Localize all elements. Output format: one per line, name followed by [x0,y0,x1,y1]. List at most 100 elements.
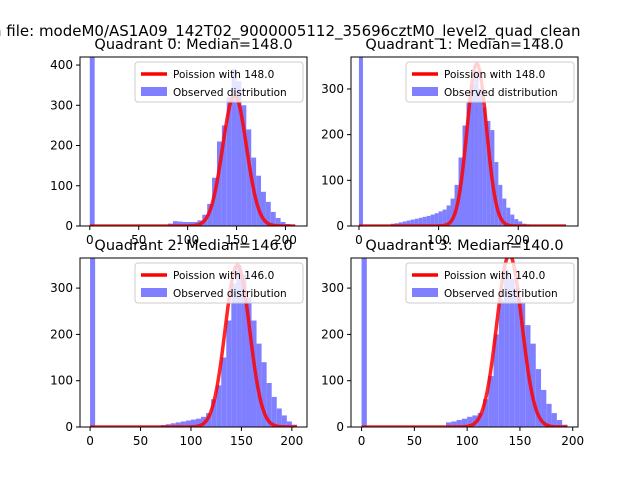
hist-bar [246,297,252,427]
axes-frame [79,56,308,227]
y-tick-label: 200 [321,128,344,142]
legend-bar-swatch [141,87,167,96]
hist-bar [434,213,439,226]
hist-bar [477,413,483,427]
legend-box [134,262,304,304]
y-tick-label: 100 [50,374,73,388]
y-tick-label: 300 [321,82,344,96]
y-tick-label: 100 [321,374,344,388]
hist-bar [286,421,292,427]
hist-bar [456,420,462,427]
hist-bar [451,421,457,427]
hist-bar [541,389,547,427]
x-tick-label: 0 [86,434,94,448]
hist-bar [271,396,277,427]
hist-bar [418,217,423,226]
subplot-quadrant-1: 0 100 200 0 100 200 300 Quadrant 1: Median=148.… [321,37,579,247]
x-tick-label: 100 [176,233,199,247]
x-tick-label: 0 [355,233,363,247]
x-tick-label: 200 [274,233,297,247]
hist-bar [241,274,247,427]
hist-bar [172,221,178,226]
hist-bar [430,214,435,226]
legend-bar-label: Observed distribution [444,87,558,99]
hist-bar [493,334,499,427]
hist-bar [514,288,520,427]
legend-bar-swatch [412,87,438,96]
hist-bar [261,362,267,427]
hist-bar [221,125,227,226]
hist-bar [510,214,515,226]
hist-bar [231,69,237,226]
hist-bar [276,408,282,427]
hist-bar [488,376,494,427]
hist-bar [446,422,452,427]
hist-bar [175,422,181,427]
hist-bar [177,221,183,226]
hist-bar [256,175,262,226]
y-tick-label: 0 [65,219,73,233]
hist-bar [498,184,503,226]
legend-bar-label: Observed distribution [173,288,287,300]
legend-line-label: Poission with 146.0 [173,270,274,282]
x-tick-label: 150 [230,434,253,448]
hist-bar [502,198,507,226]
hist-bar [216,385,222,427]
x-tick-label: 50 [131,233,146,247]
subplot-quadrant-2: 0 50 100 150 200 0 100 200 300 Quadrant 2: Median… [50,238,308,448]
hist-bar [438,211,443,226]
y-tick-label: 200 [50,327,73,341]
legend: Poission with 140.0 Observed distribution [405,262,575,304]
hist-bar [246,129,252,226]
x-tick-label: 50 [407,434,422,448]
hist-bar [231,283,237,427]
hist-bar [474,70,479,226]
y-tick-label: 0 [65,420,73,434]
hist-bar [450,198,455,226]
hist-bar [551,413,557,427]
hist-bar [466,102,471,226]
plot-area [358,57,568,226]
y-tick-label: 0 [336,219,344,233]
legend: Poission with 148.0 Observed distribution [134,61,304,103]
hist-bar [462,125,467,226]
legend: Poission with 146.0 Observed distribution [134,262,304,304]
legend-line-label: Poission with 148.0 [173,69,274,81]
hist-bar [494,162,499,226]
subplot-quadrant-3: 0 50 100 150 200 0 100 200 300 Quadrant 3: Median… [321,238,584,448]
hist-bar [170,423,176,427]
hist-bar [402,221,407,226]
hist-bar [281,415,287,427]
hist-bar [530,343,536,427]
subplot-title: Quadrant 2: Median=146.0 [94,238,292,254]
hist-bar [185,420,191,427]
plot-area [360,258,569,427]
legend: Poission with 148.0 Observed distribution [405,61,575,103]
legend-bar-label: Observed distribution [173,87,287,99]
hist-bar [89,57,95,226]
hist-bar [358,57,363,226]
x-tick-label: 50 [133,434,148,448]
x-tick-label: 150 [508,434,531,448]
hist-bar [261,191,266,226]
hist-bar [211,399,217,427]
hist-bar [506,207,511,226]
x-tick-label: 200 [280,434,303,448]
hist-bar [398,222,403,226]
hist-bar [546,403,552,427]
hist-bar [478,88,483,226]
y-tick-label: 0 [336,420,344,434]
hist-bar [467,416,473,427]
hist-bar [519,301,526,427]
hist-bar [226,97,232,226]
subplot-quadrant-0: 0 50 100 150 200 0 100 200 300 400 Quadrant 0: Med… [50,37,308,247]
hist-bar [265,201,271,226]
legend-box [405,61,575,103]
hist-bar [221,357,227,427]
hist-bar [270,211,276,226]
y-tick-label: 300 [321,281,344,295]
hist-bar [470,84,475,226]
hist-bar [514,219,519,226]
hist-bar [216,141,222,226]
legend-line-label: Poission with 140.0 [444,270,545,282]
